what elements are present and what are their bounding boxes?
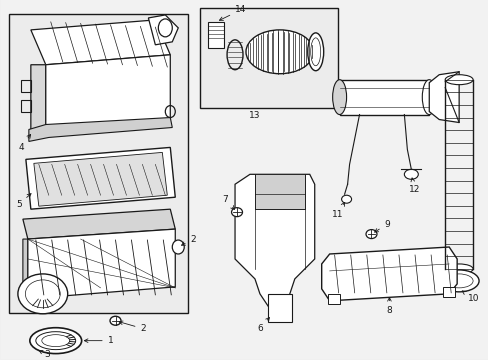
Bar: [339, 80, 428, 114]
Text: 5: 5: [16, 194, 31, 209]
Text: 7: 7: [222, 195, 234, 210]
Ellipse shape: [438, 270, 478, 292]
Bar: [267, 294, 291, 322]
Polygon shape: [254, 174, 304, 209]
Bar: [200, 8, 337, 108]
Ellipse shape: [404, 169, 417, 179]
Polygon shape: [31, 20, 170, 65]
Text: 8: 8: [386, 298, 391, 315]
Ellipse shape: [307, 33, 323, 71]
Ellipse shape: [422, 80, 435, 114]
Polygon shape: [29, 117, 172, 141]
Bar: [442, 287, 454, 297]
Polygon shape: [23, 239, 28, 304]
Polygon shape: [428, 72, 458, 122]
Polygon shape: [235, 174, 314, 309]
Text: 14: 14: [219, 5, 246, 21]
Text: 2: 2: [181, 235, 196, 245]
Text: 13: 13: [249, 111, 260, 120]
Bar: [327, 294, 339, 304]
Ellipse shape: [110, 316, 121, 325]
Ellipse shape: [332, 80, 346, 114]
Ellipse shape: [366, 230, 376, 239]
Ellipse shape: [18, 274, 67, 314]
Text: 9: 9: [374, 220, 389, 232]
Ellipse shape: [444, 264, 472, 274]
Ellipse shape: [341, 195, 351, 203]
Text: 11: 11: [331, 202, 344, 219]
Text: 10: 10: [461, 291, 479, 303]
Polygon shape: [23, 209, 175, 239]
Text: 6: 6: [257, 318, 269, 333]
Ellipse shape: [444, 75, 472, 85]
Ellipse shape: [172, 240, 184, 254]
Polygon shape: [28, 229, 175, 299]
Polygon shape: [26, 147, 175, 209]
Bar: [9, 14, 188, 313]
Polygon shape: [31, 65, 46, 135]
Ellipse shape: [30, 328, 81, 354]
Polygon shape: [34, 152, 167, 206]
Ellipse shape: [245, 30, 313, 74]
Bar: [208, 22, 224, 48]
Text: 1: 1: [84, 336, 113, 345]
Polygon shape: [148, 15, 178, 45]
Polygon shape: [46, 55, 170, 130]
Text: 12: 12: [408, 178, 419, 194]
Text: 3: 3: [39, 350, 50, 359]
Text: 4: 4: [18, 134, 31, 152]
Text: 2: 2: [119, 321, 146, 333]
Polygon shape: [321, 247, 456, 301]
Ellipse shape: [231, 208, 242, 217]
